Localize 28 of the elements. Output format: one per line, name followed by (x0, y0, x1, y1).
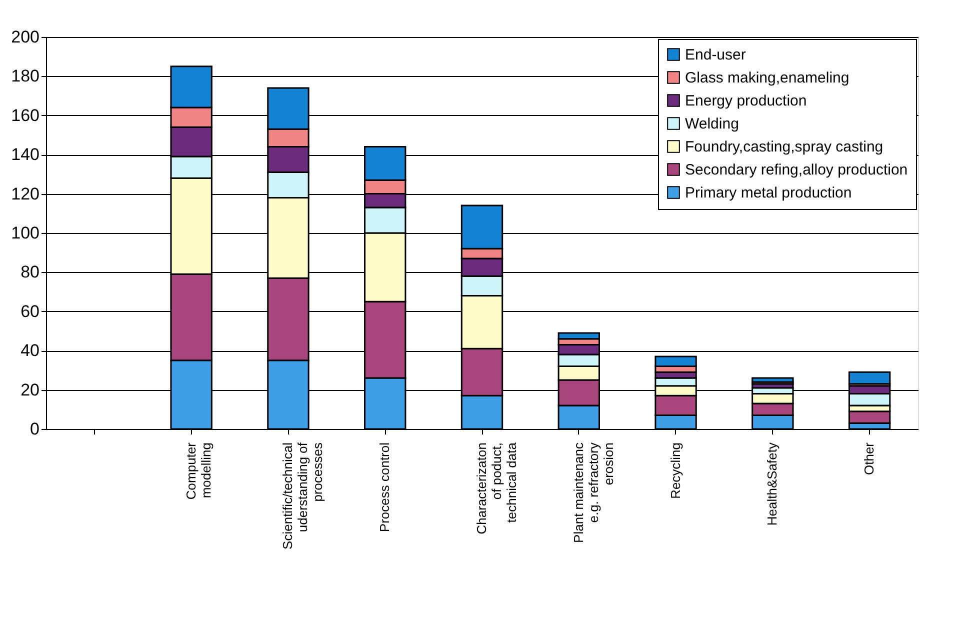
x-tick-label: Health&Safety (764, 442, 780, 526)
legend-label: Energy production (685, 92, 807, 110)
y-tick-label: 20 (20, 380, 40, 400)
y-tick-label: 100 (11, 224, 40, 242)
x-tick-label: Scientific/technical uderstanding of processes (280, 442, 326, 550)
y-tick-label: 140 (11, 145, 40, 164)
x-tick-label: Computer modelling (183, 442, 214, 500)
x-tick-label: Recycling (668, 442, 683, 499)
y-tick-label: 200 (11, 28, 40, 46)
bar (848, 371, 891, 385)
legend-label: Welding (685, 116, 739, 132)
legend-label: End-user (685, 46, 746, 64)
y-tick-label: 60 (20, 302, 40, 321)
bar (752, 377, 794, 383)
y-tick-label: 160 (11, 106, 40, 125)
legend-label: Primary metal production (685, 184, 852, 202)
x-tick-label: Characterizaton of poduct, technical data (474, 442, 519, 534)
legend-label: Secondary refing,alloy production (685, 162, 908, 178)
y-tick-label: 180 (11, 66, 40, 86)
legend-label: Glass making,enameling (685, 70, 850, 86)
x-tick-label: Other (862, 442, 877, 476)
y-tick-label: 120 (11, 184, 40, 204)
y-tick-label: 80 (20, 262, 40, 282)
y-tick-label: 40 (20, 341, 40, 360)
legend-label: Foundry,casting,spray casting (685, 138, 884, 156)
x-tick-label: Plant maintenanc e.g. refractory erosion (570, 442, 616, 543)
x-tick-label: Process control (377, 442, 392, 532)
y-tick-label: 0 (30, 420, 40, 438)
